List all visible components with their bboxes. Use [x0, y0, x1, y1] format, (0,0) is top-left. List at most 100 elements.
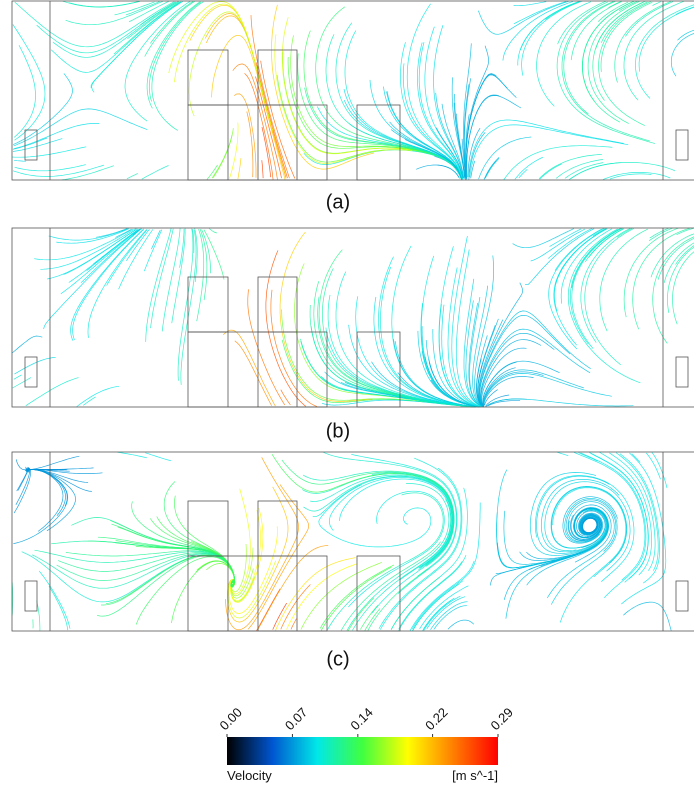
colorbar-tick-label: 0.22 — [422, 705, 451, 734]
streamline — [86, 229, 139, 271]
streamline — [595, 1, 644, 50]
streamline — [482, 367, 516, 407]
streamline — [677, 29, 694, 41]
streamline — [347, 597, 375, 631]
streamline — [560, 228, 613, 304]
streamline — [124, 1, 191, 122]
streamline — [182, 554, 235, 588]
streamline — [151, 229, 161, 250]
streamline — [199, 228, 208, 301]
streamline — [570, 227, 621, 345]
streamline — [573, 452, 646, 581]
streamline — [151, 1, 204, 131]
streamline — [481, 347, 527, 407]
streamline — [455, 249, 482, 408]
streamline — [480, 339, 542, 407]
streamline — [255, 62, 288, 179]
streamline — [419, 585, 469, 630]
streamline — [26, 467, 76, 532]
equipment-block — [356, 104, 401, 181]
streamline — [343, 100, 462, 179]
streamline — [144, 1, 195, 57]
streamline — [404, 139, 463, 180]
streamline — [227, 486, 289, 623]
streamline — [352, 498, 452, 631]
streamline — [364, 608, 381, 631]
streamline — [13, 467, 31, 514]
streamline — [474, 255, 494, 408]
streamline — [211, 134, 233, 179]
streamline — [106, 229, 148, 286]
streamline — [271, 454, 454, 531]
streamline — [483, 373, 612, 406]
flow-panel — [11, 451, 694, 632]
streamline — [455, 113, 466, 180]
streamline — [623, 0, 684, 101]
streamline — [12, 73, 73, 145]
streamline — [247, 289, 286, 406]
streamline — [484, 160, 496, 179]
streamline — [518, 169, 528, 179]
streamline — [562, 496, 618, 544]
streamline — [234, 340, 272, 406]
streamline — [468, 119, 624, 178]
streamline — [48, 586, 69, 631]
streamline — [479, 328, 591, 406]
streamline — [225, 457, 299, 631]
streamline — [205, 15, 287, 179]
streamline — [13, 123, 100, 150]
streamline — [466, 95, 522, 179]
panel-label: (c) — [326, 648, 349, 670]
domain-outline — [11, 451, 694, 632]
streamline — [550, 486, 628, 578]
streamline — [482, 360, 560, 407]
inlet — [24, 129, 38, 161]
streamline — [485, 158, 500, 179]
streamline — [549, 228, 582, 247]
streamline — [339, 478, 452, 581]
streamline — [406, 3, 463, 180]
panels: (a) (b) (c) — [11, 0, 694, 670]
streamline — [211, 34, 286, 180]
streamline — [468, 132, 486, 180]
streamline — [351, 453, 458, 594]
streamline — [36, 600, 41, 631]
streamline — [261, 126, 272, 178]
streamline — [548, 227, 605, 350]
streamline — [433, 605, 467, 630]
inlet — [24, 356, 38, 388]
streamline — [91, 1, 183, 93]
streamline — [565, 499, 617, 552]
upper-box — [257, 500, 298, 557]
streamline — [340, 541, 441, 631]
streamline — [140, 1, 176, 26]
streamline — [667, 246, 694, 313]
streamline — [114, 1, 155, 16]
streamline — [469, 297, 483, 407]
streamline — [145, 227, 172, 342]
streamline — [346, 483, 450, 631]
inlet — [675, 129, 689, 161]
streamline — [76, 385, 120, 408]
streamline — [476, 335, 488, 408]
streamline — [343, 89, 462, 180]
streamline — [544, 481, 631, 572]
streamline — [31, 553, 235, 589]
streamline — [127, 1, 179, 39]
streamline — [400, 42, 463, 179]
streamline — [52, 0, 180, 58]
streamline — [48, 228, 128, 241]
streamline — [189, 4, 286, 177]
streamline — [487, 398, 634, 407]
streamline — [546, 501, 615, 599]
streamline — [244, 73, 274, 180]
streamline — [578, 452, 598, 462]
panel-label: (a) — [326, 191, 350, 213]
streamline — [265, 250, 306, 407]
streamline — [192, 229, 195, 254]
equipment-block — [187, 104, 328, 181]
equipment-block — [187, 331, 328, 408]
streamline — [312, 476, 453, 569]
streamline — [196, 229, 205, 322]
streamline — [675, 6, 694, 15]
